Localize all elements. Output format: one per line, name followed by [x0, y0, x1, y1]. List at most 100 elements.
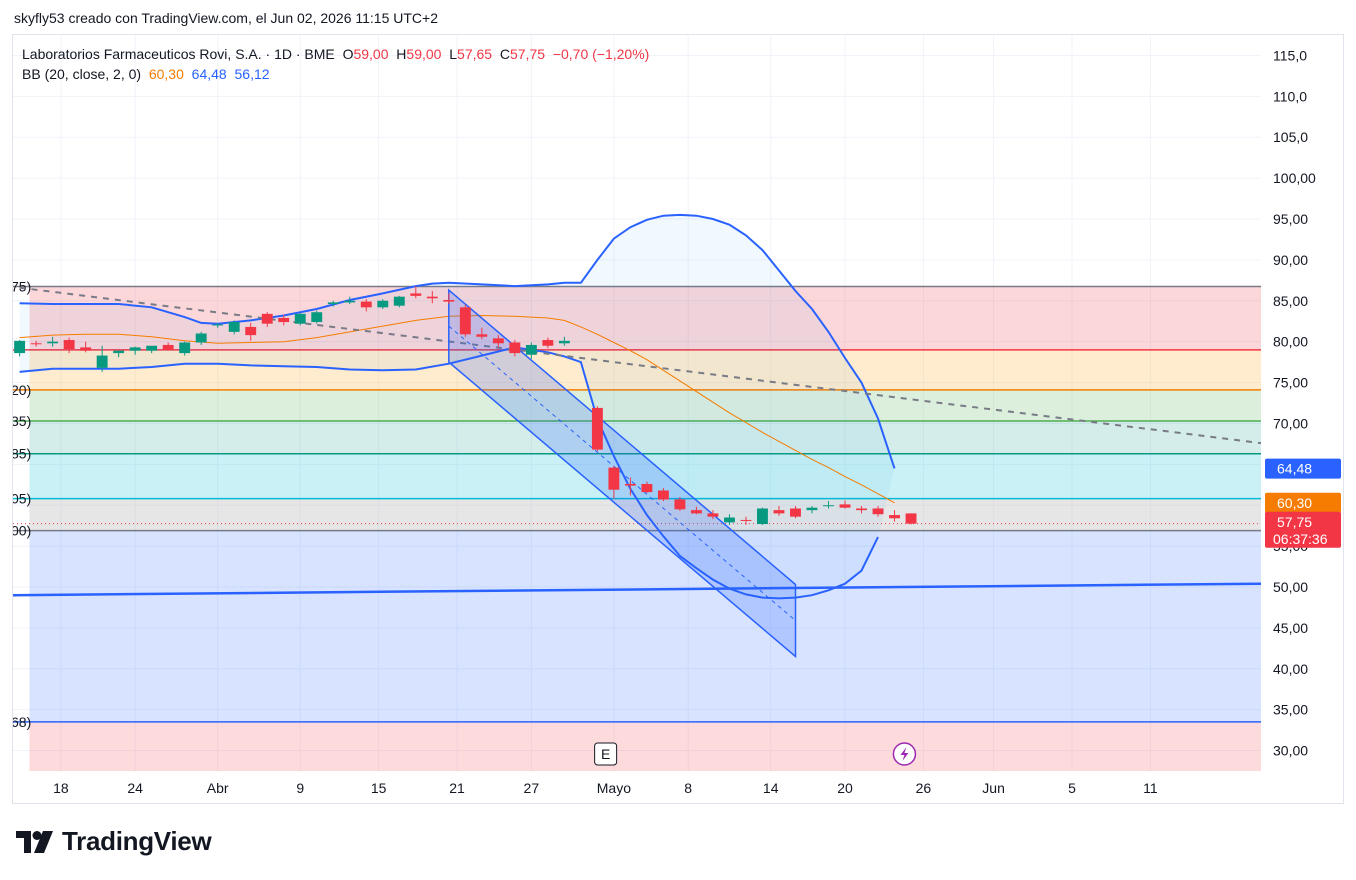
low-label: L: [449, 46, 458, 62]
candle-body: [872, 508, 884, 515]
last-price-tag-text: 57,75: [1277, 514, 1312, 530]
grid-lines: [13, 35, 1261, 771]
change-value: −0,70 (−1,20%): [552, 46, 650, 62]
candle-body: [525, 344, 537, 355]
time-tick-label: 26: [916, 780, 932, 796]
candle: [311, 310, 323, 324]
candle-body: [889, 515, 900, 519]
candle: [542, 337, 554, 349]
low-value: 57,65: [457, 46, 493, 62]
candle: [839, 500, 851, 509]
price-tick-label: 50,00: [1273, 579, 1308, 595]
price-tick-label: 30,00: [1273, 743, 1308, 759]
candle-body: [179, 342, 191, 354]
candle: [113, 350, 125, 358]
regression-channel: [448, 288, 797, 659]
candle-body: [823, 505, 834, 507]
candle: [525, 342, 537, 359]
candle: [14, 340, 26, 357]
candle-body: [14, 340, 26, 354]
candle-body: [476, 334, 488, 337]
price-tick-label: 85,00: [1273, 293, 1308, 309]
candle-body: [294, 313, 306, 324]
candle-body: [228, 322, 240, 332]
candle-body: [723, 517, 735, 523]
last-price-tag: [1265, 511, 1341, 548]
candle: [591, 406, 603, 452]
candle: [872, 506, 884, 517]
candle-body: [63, 340, 75, 350]
price-tick-label: 95,00: [1273, 211, 1308, 227]
earnings-marker-label: E: [601, 746, 610, 762]
bb-lower-value: 56,12: [234, 66, 270, 82]
candle: [889, 510, 900, 522]
chart-legend: Laboratorios Farmaceuticos Rovi, S.A. · …: [22, 44, 649, 84]
tradingview-logo-icon: [16, 830, 53, 853]
candle-body: [278, 317, 290, 323]
fib-level-label: 05): [13, 491, 31, 507]
time-tick-label: 21: [449, 780, 465, 796]
fib-zone: [29, 286, 1262, 350]
tradingview-logo[interactable]: TradingView: [16, 826, 212, 857]
candle: [96, 345, 108, 372]
price-axis-background: [1261, 35, 1343, 803]
candle-body: [30, 343, 42, 345]
time-tick-label: Abr: [207, 780, 229, 796]
price-tick-label: 110,0: [1273, 88, 1307, 104]
lightning-event-icon[interactable]: [892, 742, 917, 766]
candle-body: [311, 312, 323, 323]
dashed-trend-line: [19, 286, 1262, 445]
fib-zone: [29, 420, 1262, 454]
bb-upper-value: 64,48: [191, 66, 227, 82]
time-tick-label: 14: [763, 780, 779, 796]
bb-legend-row: BB (20, close, 2, 0) 60,30 64,48 56,12: [22, 64, 649, 84]
candle: [212, 322, 224, 328]
chart-pane[interactable]: 75) 20) 35) 85) 05) 00) 68) 115,0 110,0 105,0 100,…: [12, 34, 1344, 804]
candle: [377, 299, 389, 309]
earnings-marker[interactable]: E: [594, 742, 618, 766]
candle-body: [113, 350, 125, 354]
candle: [608, 465, 620, 499]
candle-body: [624, 483, 636, 486]
price-tick-label: 100,00: [1273, 170, 1316, 186]
chart-canvas[interactable]: 75) 20) 35) 85) 05) 00) 68) 115,0 110,0 105,0 100,…: [13, 35, 1344, 804]
candle-body: [377, 300, 389, 308]
candle-body: [542, 340, 554, 346]
candles: [14, 286, 917, 525]
candle-body: [773, 510, 785, 514]
time-tick-label: 11: [1143, 780, 1158, 796]
candle-body: [162, 344, 174, 350]
symbol-name[interactable]: Laboratorios Farmaceuticos Rovi, S.A. · …: [22, 46, 335, 62]
candle: [823, 501, 834, 509]
bb-upper-tag: [1265, 458, 1341, 479]
candle: [426, 290, 438, 304]
candle: [624, 477, 636, 496]
candle: [410, 286, 422, 299]
candle: [740, 516, 752, 525]
candle-body: [509, 342, 521, 354]
candle-body: [195, 333, 207, 343]
candle-body: [459, 307, 471, 335]
candle: [80, 341, 92, 353]
fib-level-label: 00): [13, 523, 31, 539]
ohlc-legend-row: Laboratorios Farmaceuticos Rovi, S.A. · …: [22, 44, 649, 64]
bb-upper-tag-text: 64,48: [1277, 461, 1312, 477]
price-tick-label: 40,00: [1273, 661, 1308, 677]
chart-attribution: skyfly53 creado con TradingView.com, el …: [14, 10, 439, 26]
candle: [674, 497, 686, 511]
bb-basis-tag: [1265, 492, 1341, 513]
candle-body: [492, 338, 504, 344]
bb-indicator-label[interactable]: BB (20, close, 2, 0): [22, 66, 142, 82]
candle-body: [740, 519, 752, 521]
candle-body: [856, 508, 867, 511]
candle: [492, 335, 504, 348]
price-tick-label: 115,0: [1273, 47, 1307, 63]
high-label: H: [396, 46, 407, 62]
bb-basis-line: [19, 314, 895, 504]
candle: [476, 327, 488, 340]
candle: [459, 304, 471, 337]
time-tick-label: 8: [684, 780, 692, 796]
candle: [360, 299, 372, 312]
candle-body: [707, 513, 719, 517]
candle-body: [641, 483, 653, 493]
